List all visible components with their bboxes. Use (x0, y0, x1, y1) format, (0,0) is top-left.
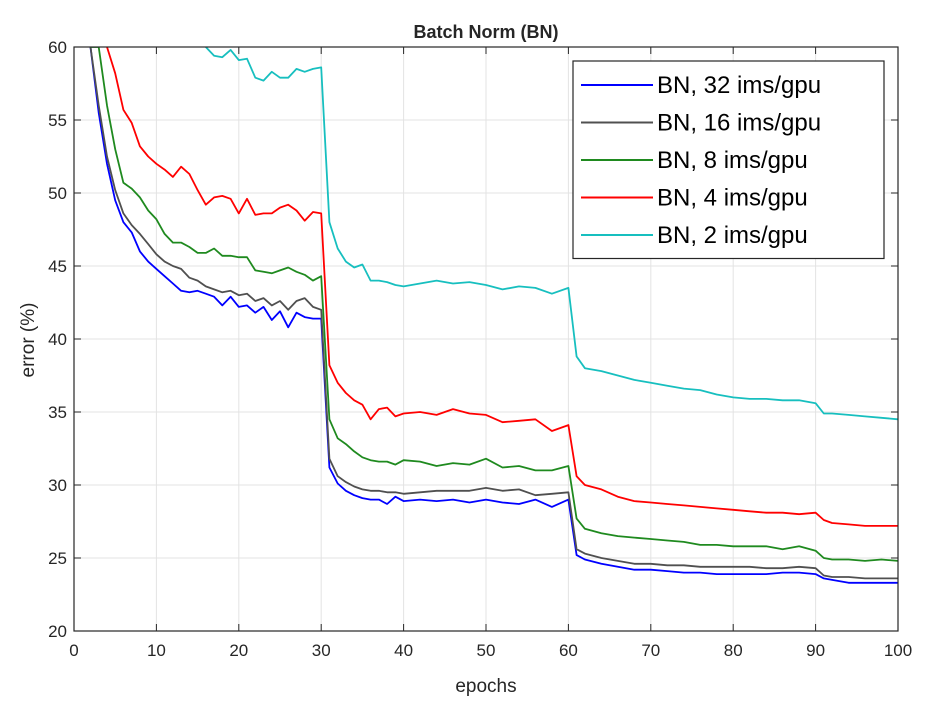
y-tick-label: 35 (48, 403, 67, 422)
y-tick-label: 20 (48, 622, 67, 641)
series-line-0 (89, 47, 898, 584)
x-tick-label: 70 (641, 641, 660, 660)
x-tick-label: 100 (884, 641, 912, 660)
y-tick-label: 50 (48, 184, 67, 203)
y-tick-label: 30 (48, 476, 67, 495)
x-tick-label: 50 (477, 641, 496, 660)
y-tick-label: 45 (48, 257, 67, 276)
chart-title: Batch Norm (BN) (413, 22, 558, 42)
series-line-2 (90, 47, 898, 562)
series-line-1 (89, 47, 898, 580)
series-layer (89, 47, 898, 584)
y-axis-title: error (%) (18, 303, 39, 378)
x-tick-label: 30 (312, 641, 331, 660)
x-tick-label: 40 (394, 641, 413, 660)
series-line-4 (205, 47, 898, 421)
axis-ticks: 0 10 20 30 40 50 60 70 80 90 100 20 25 30 35 40 45 50 55 60 (48, 38, 912, 660)
x-tick-label: 60 (559, 641, 578, 660)
series-line-3 (106, 47, 898, 527)
x-tick-label: 0 (69, 641, 78, 660)
y-tick-label: 40 (48, 330, 67, 349)
legend: BN, 32 ims/gpu BN, 16 ims/gpu BN, 8 ims/gp… (572, 60, 885, 260)
y-tick-label: 55 (48, 111, 67, 130)
y-tick-label: 25 (48, 549, 67, 568)
legend-label: BN, 16 ims/gpu (657, 110, 821, 137)
x-tick-label: 90 (806, 641, 825, 660)
x-axis-title: epochs (455, 676, 516, 697)
x-tick-label: 10 (147, 641, 166, 660)
y-tick-label: 60 (48, 38, 67, 57)
x-tick-label: 80 (724, 641, 743, 660)
legend-label: BN, 4 ims/gpu (657, 185, 808, 212)
x-tick-label: 20 (229, 641, 248, 660)
legend-label: BN, 32 ims/gpu (657, 72, 821, 99)
legend-label: BN, 8 ims/gpu (657, 147, 808, 174)
legend-label: BN, 2 ims/gpu (657, 222, 808, 249)
